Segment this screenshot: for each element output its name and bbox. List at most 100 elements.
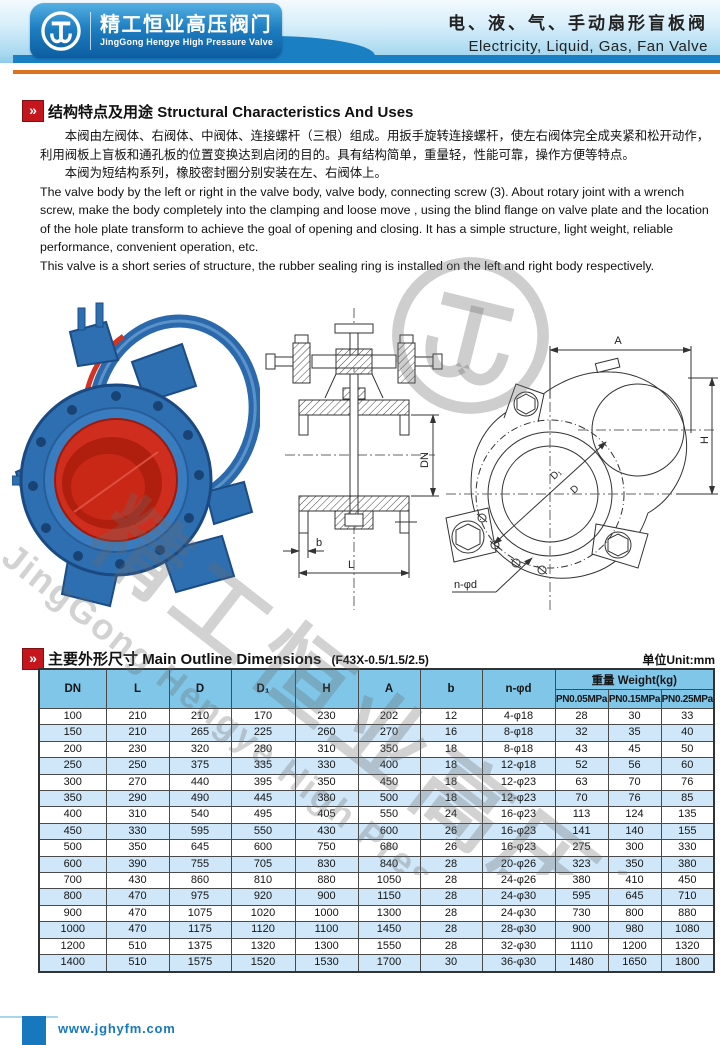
table-cell: 32-φ30 [481, 937, 556, 956]
footer-logo-block [22, 1016, 46, 1045]
table-cell: 63 [554, 773, 609, 792]
header: 精工恒业高压阀门 JingGong Hengye High Pressure V… [0, 0, 720, 63]
paragraph-en-1: The valve body by the left or right in t… [40, 184, 709, 255]
table-cell: 600 [38, 855, 107, 874]
table-cell: 36-φ30 [481, 954, 556, 972]
table-cell: 1175 [168, 921, 232, 939]
table-row: 800 470 975 920 900 1150 28 24-φ30 595 645 710 [38, 888, 715, 906]
table-cell: 1120 [230, 921, 296, 939]
table-cell: 1575 [168, 954, 232, 972]
col-header-dn: DN [38, 668, 107, 709]
table-cell: 24-φ30 [481, 904, 556, 923]
features-section-title: 结构特点及用途 Structural Characteristics And U… [48, 101, 413, 122]
table-cell: 1800 [660, 954, 715, 972]
col-header-pn005: PN0.05MPa [554, 689, 609, 709]
table-cell: 540 [168, 806, 232, 824]
table-cell: 350 [38, 790, 107, 808]
table-cell: 16-φ23 [481, 806, 556, 824]
table-cell: 12-φ23 [481, 773, 556, 792]
table-cell: 76 [607, 790, 662, 808]
website-link[interactable]: www.jghyfm.com [58, 1021, 176, 1036]
table-cell: 310 [105, 806, 170, 824]
table-row: 350 290 490 445 380 500 18 12-φ23 70 76 85 [38, 790, 715, 808]
paragraph-en-2: This valve is a short series of structur… [40, 258, 655, 273]
table-cell: 470 [105, 921, 170, 939]
table-cell: 260 [294, 724, 359, 742]
table-cell: 28 [419, 888, 483, 906]
table-cell: 70 [607, 773, 662, 792]
table-cell: 124 [607, 806, 662, 824]
table-cell: 210 [105, 724, 170, 742]
dimensions-table: DN L D D₁ H A b n-φd 重量 Weight(kg) PN0.0… [38, 668, 716, 973]
table-cell: 800 [607, 904, 662, 923]
table-cell: 113 [554, 806, 609, 824]
table-cell: 595 [168, 822, 232, 841]
dimensions-section-title: 主要外形尺寸 Main Outline Dimensions (F43X-0.5… [48, 648, 429, 669]
table-cell: 350 [607, 855, 662, 874]
dim-label-nphid: n-φd [454, 579, 477, 591]
table-cell: 76 [660, 773, 715, 792]
table-cell: 330 [294, 757, 359, 775]
table-cell: 28 [419, 872, 483, 890]
table-row: 400 310 540 495 405 550 24 16-φ23 113 124 135 [38, 806, 715, 824]
table-cell: 470 [105, 888, 170, 906]
table-cell: 32 [554, 724, 609, 742]
table-cell: 24-φ26 [481, 872, 556, 890]
cross-section-drawing: DN b L [265, 308, 443, 610]
table-cell: 1110 [554, 937, 609, 956]
table-cell: 28 [554, 707, 609, 726]
table-cell: 24-φ30 [481, 888, 556, 906]
table-cell: 18 [419, 740, 483, 759]
table-cell: 510 [105, 954, 170, 972]
table-cell: 375 [168, 757, 232, 775]
valve-photo [12, 302, 260, 608]
table-cell: 265 [168, 724, 232, 742]
col-header-d: D [168, 668, 232, 709]
table-cell: 600 [230, 839, 296, 857]
table-cell: 210 [168, 707, 232, 726]
table-cell: 980 [607, 921, 662, 939]
table-cell: 225 [230, 724, 296, 742]
col-header-d1: D₁ [230, 668, 296, 709]
table-cell: 1075 [168, 904, 232, 923]
dimensions-table-body: 100 210 210 170 230 202 12 4-φ18 28 30 33 150 210 265… [38, 707, 715, 972]
table-cell: 920 [230, 888, 296, 906]
table-cell: 40 [660, 724, 715, 742]
table-cell: 28 [419, 921, 483, 939]
chevrons-right-icon: » [22, 648, 44, 670]
table-cell: 270 [357, 724, 421, 742]
table-cell: 45 [607, 740, 662, 759]
col-header-pn025: PN0.25MPa [660, 689, 715, 709]
table-cell: 28 [419, 904, 483, 923]
table-cell: 330 [105, 822, 170, 841]
table-cell: 140 [607, 822, 662, 841]
logo-divider [90, 11, 91, 50]
table-cell: 202 [357, 707, 421, 726]
table-row: 450 330 595 550 430 600 26 16-φ23 141 140 155 [38, 822, 715, 841]
table-cell: 860 [168, 872, 232, 890]
table-cell: 18 [419, 757, 483, 775]
table-cell: 18 [419, 773, 483, 792]
table-cell: 1080 [660, 921, 715, 939]
table-cell: 440 [168, 773, 232, 792]
table-cell: 500 [38, 839, 107, 857]
company-logo-icon [41, 10, 81, 51]
col-header-l: L [105, 668, 170, 709]
table-cell: 200 [38, 740, 107, 759]
table-row: 900 470 1075 1020 1000 1300 28 24-φ30 730 800 880 [38, 904, 715, 923]
table-cell: 1050 [357, 872, 421, 890]
table-cell: 405 [294, 806, 359, 824]
table-cell: 70 [554, 790, 609, 808]
table-cell: 430 [294, 822, 359, 841]
table-row: 150 210 265 225 260 270 16 8-φ18 32 35 40 [38, 724, 715, 742]
table-cell: 975 [168, 888, 232, 906]
table-cell: 1550 [357, 937, 421, 956]
table-cell: 810 [230, 872, 296, 890]
table-cell: 300 [38, 773, 107, 792]
table-cell: 880 [294, 872, 359, 890]
table-cell: 1200 [38, 937, 107, 956]
table-cell: 290 [105, 790, 170, 808]
table-cell: 1450 [357, 921, 421, 939]
table-cell: 450 [38, 822, 107, 841]
table-cell: 1520 [230, 954, 296, 972]
